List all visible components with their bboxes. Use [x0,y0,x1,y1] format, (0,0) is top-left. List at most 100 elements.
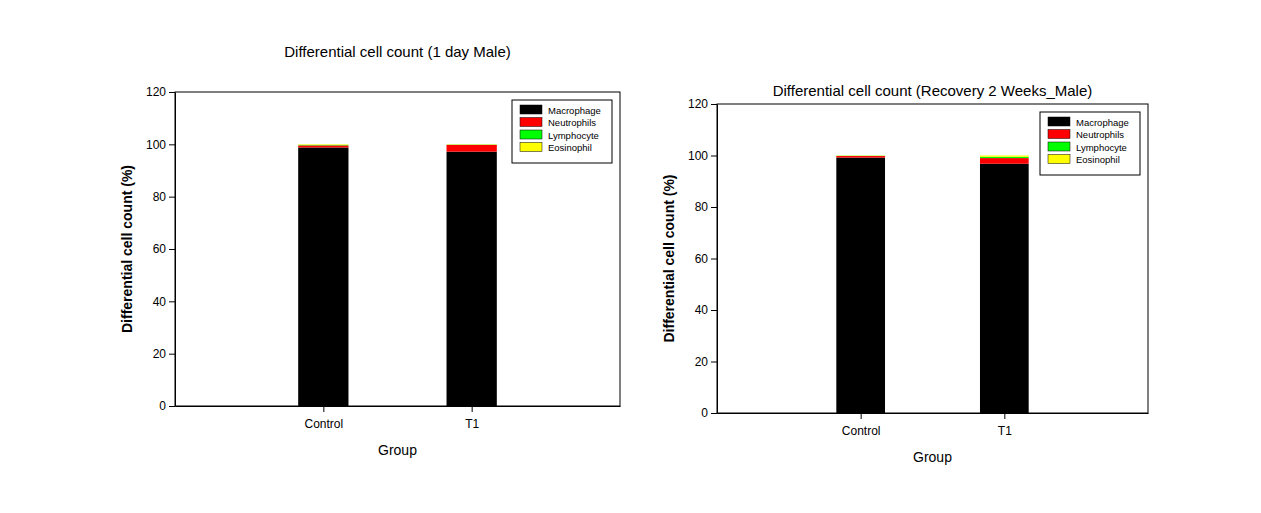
y-tick-mark [711,362,717,363]
x-tick-mark [323,406,324,412]
y-tick-mark [169,249,175,250]
x-tick: T1 [465,406,479,431]
y-tick-mark [169,92,175,93]
x-tick: Control [842,413,881,438]
y-tick-mark [169,144,175,145]
x-axis-line [176,406,621,407]
y-tick-label: 40 [695,303,709,317]
y-tick-label: 120 [146,85,166,99]
y-tick-label: 100 [146,138,166,152]
y-tick-mark [711,104,717,105]
x-axis: Control T1 [176,406,621,431]
legend-label: Neutrophils [548,117,596,128]
y-tick-label: 100 [688,149,708,163]
y-tick-mark [169,354,175,355]
y-tick-label: 40 [153,295,167,309]
y-tick-label: 120 [688,97,708,111]
bar-segment [836,155,885,156]
bar-segment [836,156,885,158]
bar-segment [298,145,348,147]
x-axis-title: Group [913,449,952,465]
bars [298,144,497,406]
y-tick: 60 [153,242,175,256]
y-tick-label: 80 [153,190,167,204]
y-tick-label: 0 [701,406,708,420]
legend-label: Lymphocyte [548,130,599,141]
x-tick-label: Control [842,424,881,438]
y-tick-mark [711,259,717,260]
y-tick-label: 60 [695,252,709,266]
x-tick-mark [472,406,473,412]
bar-segment [447,144,497,145]
chart-title: Differential cell count (1 day Male) [284,43,511,60]
plot-frame [717,104,1148,413]
y-axis-line [717,105,718,414]
legend-label: Lymphocyte [1076,142,1127,153]
legend-label: Macrophage [548,105,601,116]
bar-segment [980,157,1029,158]
legend-swatch [520,118,542,127]
plot-frame [175,92,620,406]
y-tick-mark [169,197,175,198]
bar-segment [298,144,348,146]
y-tick-label: 80 [695,200,709,214]
bar-segment [447,144,497,145]
y-tick: 20 [695,355,717,369]
x-tick: Control [304,406,343,431]
x-tick-label: T1 [998,424,1012,438]
y-tick: 60 [695,252,717,266]
x-tick-label: Control [304,417,343,431]
bar-segment [447,152,497,406]
bar-segment [836,158,885,413]
x-tick-label: T1 [465,417,479,431]
chart: 0 20 40 60 80 100 120 Control T1 Differential cel… [661,82,1149,465]
legend-swatch [1048,117,1070,126]
legend-label: Macrophage [1076,117,1129,128]
y-tick-mark [711,207,717,208]
legend-swatch [520,143,542,152]
y-axis: 0 20 40 60 80 100 120 [688,97,718,420]
y-tick-label: 20 [695,355,709,369]
y-axis-line [175,93,176,407]
y-tick: 120 [688,97,717,111]
bar-segment [980,158,1029,164]
legend-label: Eosinophil [548,142,592,153]
x-axis: Control T1 [718,413,1149,438]
y-tick-mark [711,413,717,414]
y-tick-label: 60 [153,242,167,256]
chart-title: Differential cell count (Recovery 2 Week… [773,82,1093,99]
legend-swatch [520,105,542,114]
y-axis-title: Differential cell count (%) [661,174,677,342]
y-tick: 100 [146,138,175,152]
background [0,0,1261,513]
y-tick: 0 [701,406,717,420]
y-tick: 100 [688,149,717,163]
x-axis-line [718,413,1149,414]
bars [836,156,1028,414]
y-tick: 40 [695,303,717,317]
x-tick: T1 [998,413,1012,438]
legend-box [1040,112,1140,175]
y-tick: 20 [153,347,175,361]
chart: 0 20 40 60 80 100 120 Control T1 Differential cel… [119,43,621,458]
bar-segment [447,145,497,152]
bar-segment [298,144,348,146]
bar-segment [298,147,348,406]
y-tick-mark [169,301,175,302]
legend-label: Eosinophil [1076,154,1120,165]
y-axis-title: Differential cell count (%) [119,165,135,333]
legend: MacrophageNeutrophils LymphocyteEosinophi… [512,100,612,163]
y-tick-mark [169,406,175,407]
legend-swatch [1048,142,1070,151]
y-tick: 40 [153,295,175,309]
legend-swatch [1048,155,1070,164]
legend-label: Neutrophils [1076,129,1124,140]
x-tick-mark [861,413,862,419]
y-tick-mark [711,156,717,157]
y-tick: 0 [159,399,175,413]
legend-swatch [520,130,542,139]
y-tick-label: 20 [153,347,167,361]
figure: 0 20 40 60 80 100 120 Control T1 Differential cel… [0,0,1261,513]
bar-segment [836,155,885,156]
y-tick: 80 [695,200,717,214]
